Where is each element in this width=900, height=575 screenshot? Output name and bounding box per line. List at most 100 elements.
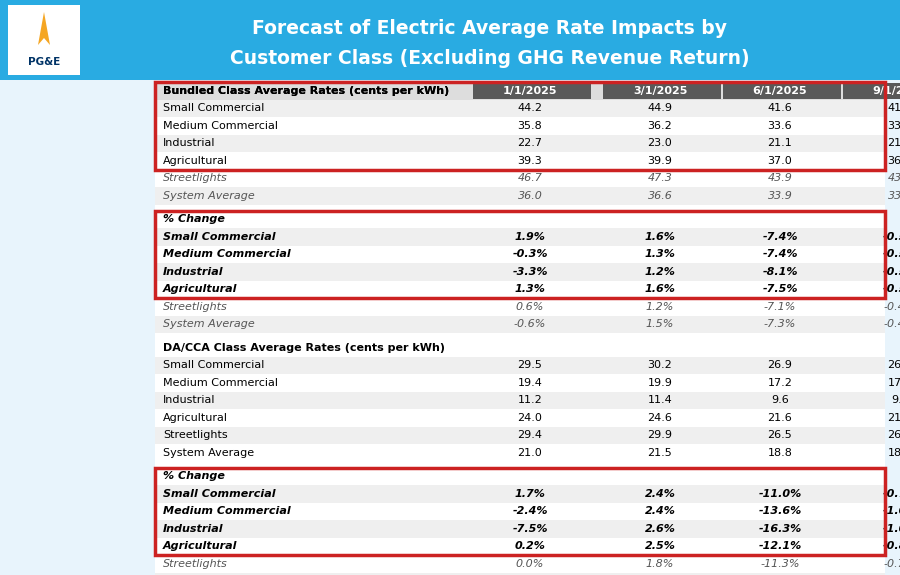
Text: 1.2%: 1.2% [644,267,675,277]
Bar [155,485,885,503]
Text: 21.1: 21.1 [768,138,792,148]
Bar [155,228,885,246]
Text: 1.2%: 1.2% [646,302,674,312]
Bar [155,82,885,170]
Bar [155,210,885,298]
Text: 24.0: 24.0 [518,413,543,423]
Text: 39.9: 39.9 [648,156,672,166]
Bar [155,82,885,573]
Bar [155,117,885,135]
Text: 3/1/2025: 3/1/2025 [633,86,688,96]
Text: Forecast of Electric Average Rate Impacts by: Forecast of Electric Average Rate Impact… [253,18,727,37]
Text: 2.6%: 2.6% [644,524,675,534]
Text: Medium Commercial: Medium Commercial [163,121,278,131]
Text: 9.6: 9.6 [771,395,789,405]
Text: 1.3%: 1.3% [644,249,675,259]
Text: 1.7%: 1.7% [515,489,545,499]
Bar [155,263,885,281]
Bar [155,135,885,152]
Text: -7.5%: -7.5% [512,524,548,534]
Bar [603,83,721,98]
Bar [155,538,885,555]
Text: 44.9: 44.9 [647,104,672,113]
Polygon shape [38,12,50,45]
Text: 33.8: 33.8 [887,191,900,201]
Text: -0.5%: -0.5% [882,249,900,259]
Text: 0.0%: 0.0% [516,559,544,569]
Text: 22.7: 22.7 [518,138,543,148]
Text: -7.3%: -7.3% [764,319,796,329]
Text: DA/CCA Class Average Rates (cents per kWh): DA/CCA Class Average Rates (cents per kW… [163,343,445,352]
Text: Agricultural: Agricultural [163,413,228,423]
Bar [155,339,885,356]
Text: -11.3%: -11.3% [760,559,800,569]
Bar [155,356,885,374]
Bar [155,503,885,520]
Bar [155,298,885,316]
Bar [8,5,80,75]
Bar [843,83,900,98]
Text: 41.6: 41.6 [768,104,792,113]
Text: 11.4: 11.4 [648,395,672,405]
Text: 26.5: 26.5 [768,430,792,440]
Text: 23.0: 23.0 [648,138,672,148]
Text: 18.8: 18.8 [768,448,792,458]
Text: Customer Class (Excluding GHG Revenue Return): Customer Class (Excluding GHG Revenue Re… [230,48,750,67]
Text: 43.9: 43.9 [768,173,792,183]
Text: 26.7: 26.7 [887,361,900,370]
Text: Agricultural: Agricultural [163,156,228,166]
Bar [155,170,885,187]
Text: Industrial: Industrial [163,138,215,148]
Text: Streetlights: Streetlights [163,302,228,312]
Text: 36.6: 36.6 [648,191,672,201]
Text: 36.2: 36.2 [648,121,672,131]
Bar [155,520,885,538]
Bar [155,281,885,298]
Text: 2.4%: 2.4% [644,506,675,516]
Text: 1/1/2025: 1/1/2025 [503,86,557,96]
Bar [155,409,885,427]
Text: System Average: System Average [163,319,255,329]
Text: Agricultural: Agricultural [163,541,238,551]
Text: 19.9: 19.9 [648,378,672,388]
Bar [155,82,885,99]
Text: -0.8%: -0.8% [882,541,900,551]
Text: Small Commercial: Small Commercial [163,361,265,370]
Text: -1.0%: -1.0% [882,506,900,516]
Text: 35.8: 35.8 [518,121,543,131]
Text: -8.1%: -8.1% [762,267,797,277]
Bar [155,152,885,170]
Bar [0,0,900,80]
Text: 36.8: 36.8 [887,156,900,166]
Text: 2.5%: 2.5% [644,541,675,551]
Text: Medium Commercial: Medium Commercial [163,506,291,516]
Bar [155,427,885,444]
Text: Industrial: Industrial [163,395,215,405]
Text: 21.6: 21.6 [768,413,792,423]
Text: Small Commercial: Small Commercial [163,489,275,499]
Text: 9.5: 9.5 [891,395,900,405]
Text: -7.5%: -7.5% [762,284,797,294]
Bar [723,83,841,98]
Bar [155,374,885,392]
Bar [155,392,885,409]
Text: 0.6%: 0.6% [516,302,544,312]
Text: 1.6%: 1.6% [644,284,675,294]
Text: -0.5%: -0.5% [882,284,900,294]
Text: 29.9: 29.9 [647,430,672,440]
Text: 1.9%: 1.9% [515,232,545,242]
Text: 47.3: 47.3 [648,173,672,183]
Bar [155,467,885,555]
Text: Industrial: Industrial [163,524,223,534]
Text: Bundled Class Average Rates (cents per kWh): Bundled Class Average Rates (cents per k… [163,86,449,96]
Text: -0.5%: -0.5% [882,267,900,277]
Bar [155,444,885,462]
Bar [155,246,885,263]
Text: -2.4%: -2.4% [512,506,548,516]
Text: 1.5%: 1.5% [646,319,674,329]
Text: 2.4%: 2.4% [644,489,675,499]
Text: 17.2: 17.2 [768,378,792,388]
Bar [155,187,885,205]
Text: 29.5: 29.5 [518,361,543,370]
Text: 11.2: 11.2 [518,395,543,405]
